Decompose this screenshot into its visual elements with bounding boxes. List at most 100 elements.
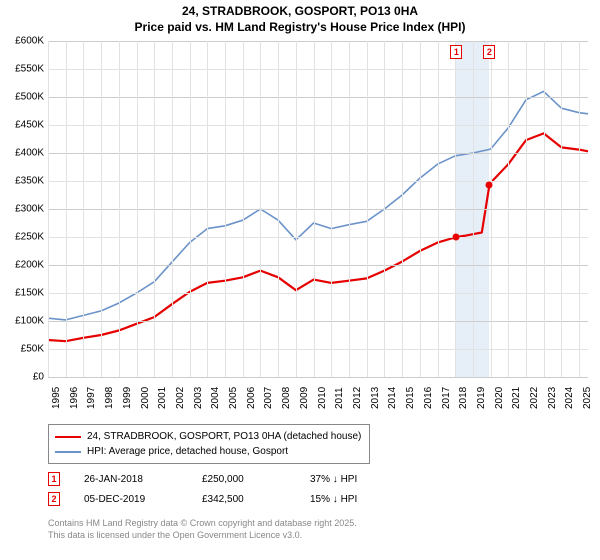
x-tick-label: 2017 <box>441 387 452 409</box>
y-tick-label: £300K <box>15 204 44 215</box>
gridline-horizontal <box>48 265 588 266</box>
gridline-vertical <box>526 41 527 377</box>
sale-row: 126-JAN-2018£250,00037% ↓ HPI <box>48 472 410 486</box>
y-axis-labels: £0£50K£100K£150K£200K£250K£300K£350K£400… <box>0 37 48 377</box>
x-tick-label: 1999 <box>122 387 133 409</box>
sale-diff: 15% ↓ HPI <box>310 494 410 505</box>
x-tick-label: 2004 <box>210 387 221 409</box>
gridline-horizontal <box>48 125 588 126</box>
sale-rows: 126-JAN-2018£250,00037% ↓ HPI205-DEC-201… <box>48 466 410 506</box>
gridline-vertical <box>243 41 244 377</box>
gridline-horizontal <box>48 349 588 350</box>
gridline-vertical <box>455 41 456 377</box>
sale-price: £250,000 <box>202 474 292 485</box>
gridline-vertical <box>48 41 49 377</box>
x-tick-label: 2013 <box>370 387 381 409</box>
y-tick-label: £450K <box>15 120 44 131</box>
gridline-vertical <box>225 41 226 377</box>
chart-marker: 1 <box>450 45 462 59</box>
y-tick-label: £550K <box>15 64 44 75</box>
gridline-vertical <box>473 41 474 377</box>
gridline-vertical <box>349 41 350 377</box>
x-tick-label: 2015 <box>405 387 416 409</box>
y-tick-label: £50K <box>21 344 44 355</box>
x-tick-label: 2014 <box>387 387 398 409</box>
gridline-vertical <box>119 41 120 377</box>
gridline-vertical <box>544 41 545 377</box>
x-tick-label: 2011 <box>334 388 345 410</box>
legend: 24, STRADBROOK, GOSPORT, PO13 0HA (detac… <box>48 424 370 464</box>
gridline-vertical <box>207 41 208 377</box>
y-tick-label: £150K <box>15 288 44 299</box>
gridline-horizontal <box>48 97 588 98</box>
chart-marker: 2 <box>483 45 495 59</box>
gridline-vertical <box>438 41 439 377</box>
gridline-horizontal <box>48 377 588 378</box>
sale-marker: 1 <box>48 472 60 486</box>
legend-row: 24, STRADBROOK, GOSPORT, PO13 0HA (detac… <box>55 429 361 444</box>
gridline-vertical <box>296 41 297 377</box>
y-tick-label: £400K <box>15 148 44 159</box>
gridline-vertical <box>137 41 138 377</box>
gridline-horizontal <box>48 293 588 294</box>
gridline-vertical <box>154 41 155 377</box>
y-tick-label: £600K <box>15 36 44 47</box>
gridline-horizontal <box>48 181 588 182</box>
y-tick-label: £200K <box>15 260 44 271</box>
gridline-horizontal <box>48 153 588 154</box>
gridline-vertical <box>367 41 368 377</box>
gridline-vertical <box>420 41 421 377</box>
x-tick-label: 2019 <box>476 387 487 409</box>
gridline-horizontal <box>48 321 588 322</box>
legend-label: 24, STRADBROOK, GOSPORT, PO13 0HA (detac… <box>87 429 361 444</box>
x-tick-label: 2024 <box>564 387 575 409</box>
x-tick-label: 1996 <box>69 387 80 409</box>
sale-date: 05-DEC-2019 <box>84 494 184 505</box>
x-tick-label: 1995 <box>51 387 62 409</box>
x-tick-label: 2010 <box>317 387 328 409</box>
gridline-vertical <box>561 41 562 377</box>
footer-attribution: Contains HM Land Registry data © Crown c… <box>48 518 357 541</box>
gridline-vertical <box>491 41 492 377</box>
x-tick-label: 2018 <box>458 387 469 409</box>
x-tick-label: 2021 <box>511 387 522 409</box>
title-line-2: Price paid vs. HM Land Registry's House … <box>0 20 600 36</box>
gridline-vertical <box>508 41 509 377</box>
footer-line-2: This data is licensed under the Open Gov… <box>48 530 357 542</box>
gridline-vertical <box>260 41 261 377</box>
title-line-1: 24, STRADBROOK, GOSPORT, PO13 0HA <box>0 4 600 20</box>
x-tick-label: 2012 <box>352 387 363 409</box>
y-tick-label: £0 <box>33 372 44 383</box>
gridline-horizontal <box>48 69 588 70</box>
chart-area: £0£50K£100K£150K£200K£250K£300K£350K£400… <box>0 37 600 417</box>
sale-date: 26-JAN-2018 <box>84 474 184 485</box>
x-tick-label: 1997 <box>86 387 97 409</box>
plot-region: 12 <box>48 41 588 377</box>
x-tick-label: 1998 <box>104 387 115 409</box>
y-tick-label: £500K <box>15 92 44 103</box>
sale-point-dot <box>486 182 493 189</box>
gridline-horizontal <box>48 209 588 210</box>
x-tick-label: 2008 <box>281 387 292 409</box>
gridline-vertical <box>402 41 403 377</box>
gridline-vertical <box>172 41 173 377</box>
x-tick-label: 2002 <box>175 387 186 409</box>
legend-swatch <box>55 436 81 438</box>
x-tick-label: 2006 <box>246 387 257 409</box>
footer-line-1: Contains HM Land Registry data © Crown c… <box>48 518 357 530</box>
gridline-vertical <box>579 41 580 377</box>
sale-marker: 2 <box>48 492 60 506</box>
x-tick-label: 2025 <box>582 387 593 409</box>
x-tick-label: 2020 <box>494 387 505 409</box>
sale-price: £342,500 <box>202 494 292 505</box>
gridline-horizontal <box>48 41 588 42</box>
y-tick-label: £250K <box>15 232 44 243</box>
y-tick-label: £350K <box>15 176 44 187</box>
gridline-vertical <box>101 41 102 377</box>
chart-title-block: 24, STRADBROOK, GOSPORT, PO13 0HA Price … <box>0 0 600 37</box>
x-tick-label: 2016 <box>423 387 434 409</box>
gridline-vertical <box>331 41 332 377</box>
x-tick-label: 2001 <box>157 387 168 409</box>
legend-swatch <box>55 451 81 453</box>
legend-row: HPI: Average price, detached house, Gosp… <box>55 444 361 459</box>
